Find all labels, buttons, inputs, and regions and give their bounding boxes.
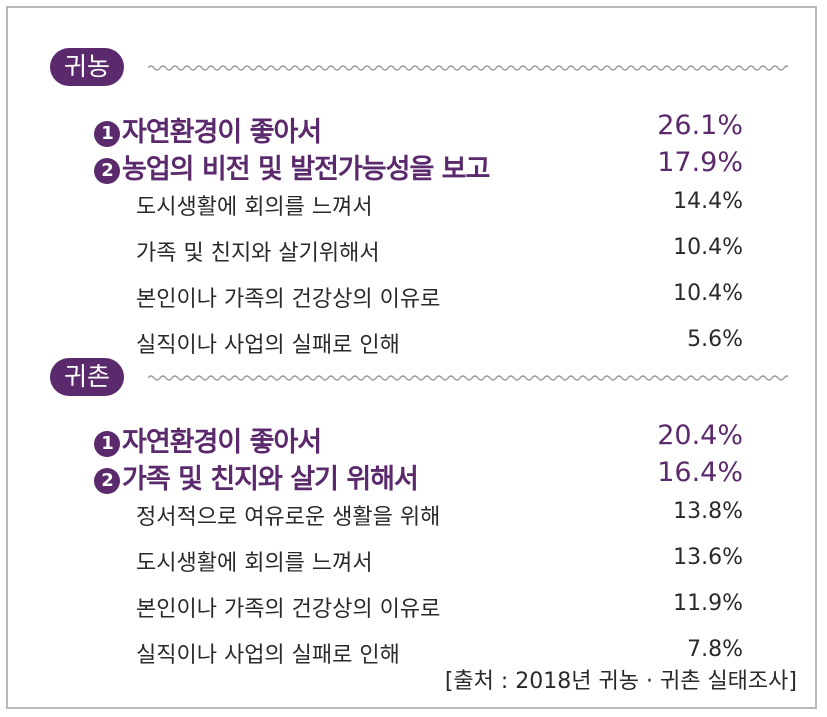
section-title-badge: 귀촌 xyxy=(50,358,125,396)
reason-label: 도시생활에 회의를 느껴서 xyxy=(136,195,373,220)
list-item: 실직이나 사업의 실패로 인해 7.8% xyxy=(8,632,815,678)
reason-percent: 14.4% xyxy=(673,189,743,214)
rank-badge: 1 xyxy=(94,431,120,457)
list-item: 1 자연환경이 좋아서 20.4% xyxy=(8,420,815,459)
list-item: 1 자연환경이 좋아서 26.1% xyxy=(8,110,815,149)
list-item: 정서적으로 여유로운 생활을 위해 13.8% xyxy=(8,494,815,540)
reason-percent: 20.4% xyxy=(657,420,743,451)
reason-percent: 26.1% xyxy=(657,110,743,141)
reason-label: 1 자연환경이 좋아서 xyxy=(94,110,322,149)
reason-list: 1 자연환경이 좋아서 26.1% 2 농업의 비전 및 발전가능성을 보고 17.… xyxy=(8,110,815,368)
section-title-badge: 귀농 xyxy=(50,48,125,86)
list-item: 실직이나 사업의 실패로 인해 5.6% xyxy=(8,322,815,368)
rank-badge: 2 xyxy=(94,158,120,184)
wavy-line xyxy=(148,375,788,381)
list-item: 본인이나 가족의 건강상의 이유로 10.4% xyxy=(8,276,815,322)
reason-label: 본인이나 가족의 건강상의 이유로 xyxy=(136,597,441,622)
reason-percent: 13.6% xyxy=(673,545,743,570)
reason-label: 실직이나 사업의 실패로 인해 xyxy=(136,643,400,668)
list-item: 도시생활에 회의를 느껴서 14.4% xyxy=(8,184,815,230)
rank-badge: 2 xyxy=(94,468,120,494)
infographic-frame: 귀농 1 자연환경이 좋아서 26.1% 2 농업의 비전 및 발전가능성을 보고 … xyxy=(6,6,817,709)
reason-percent: 10.4% xyxy=(673,235,743,260)
reason-percent: 17.9% xyxy=(657,147,743,178)
reason-percent: 10.4% xyxy=(673,281,743,306)
reason-percent: 11.9% xyxy=(673,591,743,616)
reason-label: 정서적으로 여유로운 생활을 위해 xyxy=(136,505,441,530)
reason-label: 2 가족 및 친지와 살기 위해서 xyxy=(94,457,419,496)
source-citation: [출처 : 2018년 귀농 · 귀촌 실태조사] xyxy=(444,669,797,694)
reason-label: 본인이나 가족의 건강상의 이유로 xyxy=(136,287,441,312)
list-item: 2 가족 및 친지와 살기 위해서 16.4% xyxy=(8,457,815,496)
list-item: 가족 및 친지와 살기위해서 10.4% xyxy=(8,230,815,276)
reason-list: 1 자연환경이 좋아서 20.4% 2 가족 및 친지와 살기 위해서 16.4% … xyxy=(8,420,815,678)
reason-label: 2 농업의 비전 및 발전가능성을 보고 xyxy=(94,147,490,186)
reason-percent: 13.8% xyxy=(673,499,743,524)
reason-label: 도시생활에 회의를 느껴서 xyxy=(136,551,373,576)
reason-label: 1 자연환경이 좋아서 xyxy=(94,420,322,459)
reason-label: 가족 및 친지와 살기위해서 xyxy=(136,241,380,266)
wavy-divider xyxy=(148,375,788,381)
wavy-divider xyxy=(148,65,788,71)
reason-percent: 16.4% xyxy=(657,457,743,488)
list-item: 본인이나 가족의 건강상의 이유로 11.9% xyxy=(8,586,815,632)
list-item: 2 농업의 비전 및 발전가능성을 보고 17.9% xyxy=(8,147,815,186)
reason-percent: 7.8% xyxy=(687,637,743,662)
reason-percent: 5.6% xyxy=(687,327,743,352)
rank-badge: 1 xyxy=(94,121,120,147)
list-item: 도시생활에 회의를 느껴서 13.6% xyxy=(8,540,815,586)
wavy-line xyxy=(148,65,788,71)
reason-label: 실직이나 사업의 실패로 인해 xyxy=(136,333,400,358)
